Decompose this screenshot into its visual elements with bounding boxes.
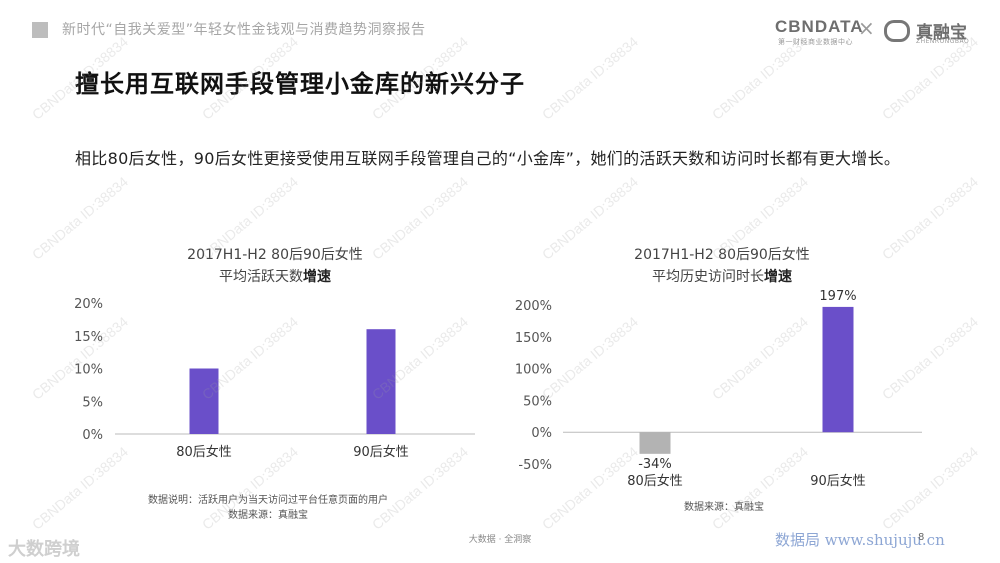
chart1-category-label: 90后女性 — [353, 444, 409, 460]
chart1-bars — [189, 329, 396, 434]
chart1-x-axis: 80后女性 90后女性 — [176, 444, 409, 460]
cbndata-logo: CBNDATA — [775, 17, 864, 36]
chart2-category-label: 80后女性 — [627, 473, 683, 489]
footer-left-brand: 大数跨境 — [8, 539, 80, 560]
logo-separator: × — [858, 16, 875, 40]
chart2-y-tick-label: 150% — [515, 331, 552, 346]
chart2-x-axis: 80后女性 90后女性 — [627, 473, 866, 489]
chart1-bar — [366, 329, 396, 434]
chart1-y-tick-label: 0% — [82, 428, 103, 443]
page-subtitle: 相比80后女性，90后女性更接受使用互联网手段管理自己的“小金库”，她们的活跃天… — [75, 149, 901, 168]
cbndata-logo-subtitle: 第一财经商业数据中心 — [778, 38, 853, 46]
chart2-bars: -34% 197% — [638, 289, 856, 472]
chart2-y-tick-label: 0% — [531, 426, 552, 441]
chart2-y-tick-label: 100% — [515, 363, 552, 378]
chart1-y-tick-label: 20% — [74, 297, 103, 312]
chart1-note-line1: 数据说明：活跃用户为当天访问过平台任意页面的用户 — [148, 493, 388, 506]
footer-site-link[interactable]: 数据局 www.shujuju.cn — [775, 531, 945, 549]
chart2-bar — [822, 306, 854, 433]
chart-active-days: 2017H1-H2 80后90后女性 平均活跃天数增速 20% 15% 10% 5% 0… — [74, 246, 475, 521]
chart1-title-line1: 2017H1-H2 80后90后女性 — [187, 246, 363, 263]
chart2-title-line1: 2017H1-H2 80后90后女性 — [634, 246, 810, 263]
chart1-title-bold: 增速 — [303, 268, 331, 285]
chart2-title-prefix: 平均历史访问时长 — [652, 269, 764, 285]
report-title: 新时代“自我关爱型”年轻女性金钱观与消费趋势洞察报告 — [62, 22, 426, 38]
chart1-note-line2: 数据来源：真融宝 — [228, 508, 308, 521]
chart2-y-axis: 200% 150% 100% 50% 0% -50% — [515, 299, 552, 473]
chart2-note-line1: 数据来源：真融宝 — [684, 500, 764, 513]
chart2-y-tick-label: -50% — [518, 458, 552, 473]
chart2-bar — [639, 432, 671, 454]
chart2-category-label: 90后女性 — [810, 473, 866, 489]
page-number: 8 — [918, 532, 925, 543]
chart1-title-line2: 平均活跃天数增速 — [219, 268, 331, 285]
chart2-y-tick-label: 200% — [515, 299, 552, 314]
chart2-title-bold: 增速 — [764, 268, 792, 285]
chart1-y-axis: 20% 15% 10% 5% 0% — [74, 297, 103, 443]
chart-visit-duration: 2017H1-H2 80后90后女性 平均历史访问时长增速 200% 150% 10… — [515, 246, 922, 513]
chart2-data-label: -34% — [638, 457, 672, 472]
page-title: 擅长用互联网手段管理小金库的新兴分子 — [75, 70, 525, 98]
header-square-icon — [32, 22, 48, 38]
chart1-y-tick-label: 5% — [82, 395, 103, 410]
chart1-title-prefix: 平均活跃天数 — [219, 269, 303, 285]
chart1-y-tick-label: 15% — [74, 330, 103, 345]
footer-tagline: 大数据 · 全洞察 — [468, 535, 532, 545]
chart1-category-label: 80后女性 — [176, 444, 232, 460]
chart1-bar — [189, 368, 219, 434]
zhenrongbao-logo-subtitle: ZHENRONGBAO — [916, 38, 970, 45]
chart2-data-label: 197% — [819, 289, 856, 304]
zhenrongbao-logo: 真融宝 — [916, 23, 967, 43]
chart1-y-tick-label: 10% — [74, 363, 103, 378]
report-header: 新时代“自我关爱型”年轻女性金钱观与消费趋势洞察报告 CBNDATA 第一财经商… — [0, 0, 1000, 60]
chart2-title-line2: 平均历史访问时长增速 — [652, 268, 792, 285]
chart2-y-tick-label: 50% — [523, 394, 552, 409]
zhenrongbao-logo-icon — [884, 20, 910, 42]
